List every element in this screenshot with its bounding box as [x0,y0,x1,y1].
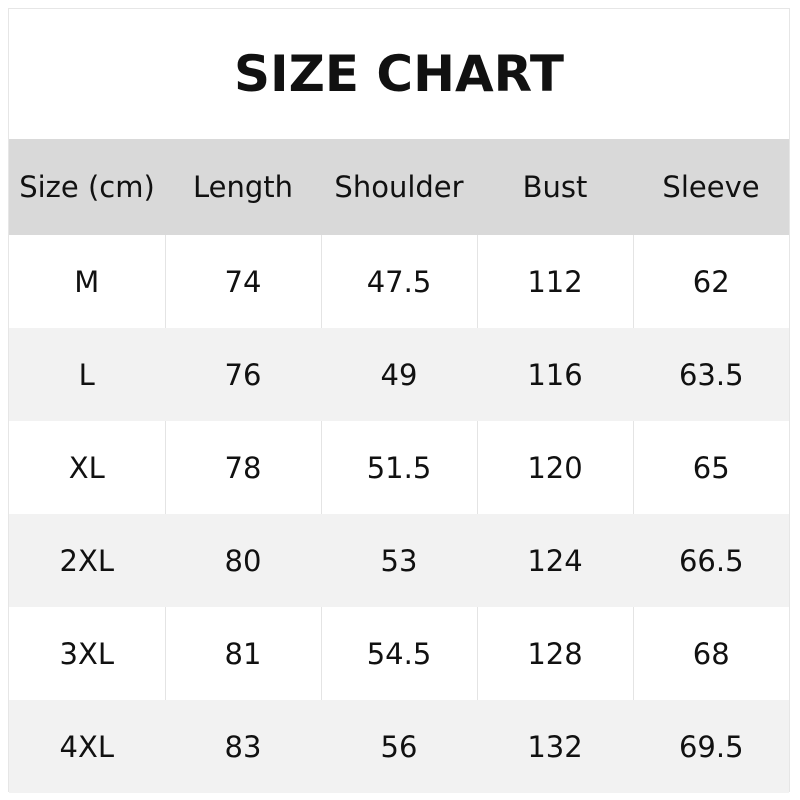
table-cell: 81 [164,607,321,700]
column-header: Shoulder [321,139,477,235]
table-cell: 4XL [9,700,165,793]
table-cell: 74 [164,235,321,328]
table-cell: XL [68,450,105,485]
header-row: Size (cm) Length Shoulder Bust Sleeve [9,139,789,235]
table-cell: 120 [476,421,633,514]
column-header: Size (cm) [9,139,165,235]
table-row: 3XL 81 54.5 128 68 [9,607,789,700]
table-row: XL 78 51.5 120 65 [9,421,789,514]
column-header: Length [165,139,321,235]
table-cell: 51.5 [320,421,477,514]
table-cell: M [74,264,100,299]
table-cell: 56 [320,700,477,793]
table-cell: 78 [164,421,321,514]
table-cell: 69.5 [632,700,789,793]
table-cell: 54.5 [320,607,477,700]
table-cell: 80 [164,514,321,607]
table-cell: 62 [632,235,789,328]
table-cell: 68 [632,607,789,700]
table-cell: 3XL [59,636,114,671]
column-header: Bust [477,139,633,235]
table-cell: 112 [476,235,633,328]
table-cell: 128 [476,607,633,700]
table-row: 4XL 83 56 132 69.5 [9,700,789,793]
table-row: L 76 49 116 63.5 [9,328,789,421]
table-cell: 65 [632,421,789,514]
size-chart: SIZE CHART Size (cm) Length Shoulder Bust Sl… [8,8,790,793]
table-cell: 132 [476,700,633,793]
table-cell: 124 [476,514,633,607]
table-cell: 83 [164,700,321,793]
table-cell: 53 [320,514,477,607]
chart-title: SIZE CHART [233,45,565,103]
table-cell: 2XL [9,514,165,607]
size-table: Size (cm) Length Shoulder Bust Sleeve M 74 47.… [9,139,789,793]
table-cell: 49 [320,328,477,421]
table-cell: 47.5 [320,235,477,328]
table-cell: 116 [476,328,633,421]
table-cell: 63.5 [632,328,789,421]
table-cell: 66.5 [632,514,789,607]
column-header: Sleeve [633,139,789,235]
table-cell: 76 [164,328,321,421]
table-row: M 74 47.5 112 62 [9,235,789,328]
table-cell: L [9,328,165,421]
table-row: 2XL 80 53 124 66.5 [9,514,789,607]
